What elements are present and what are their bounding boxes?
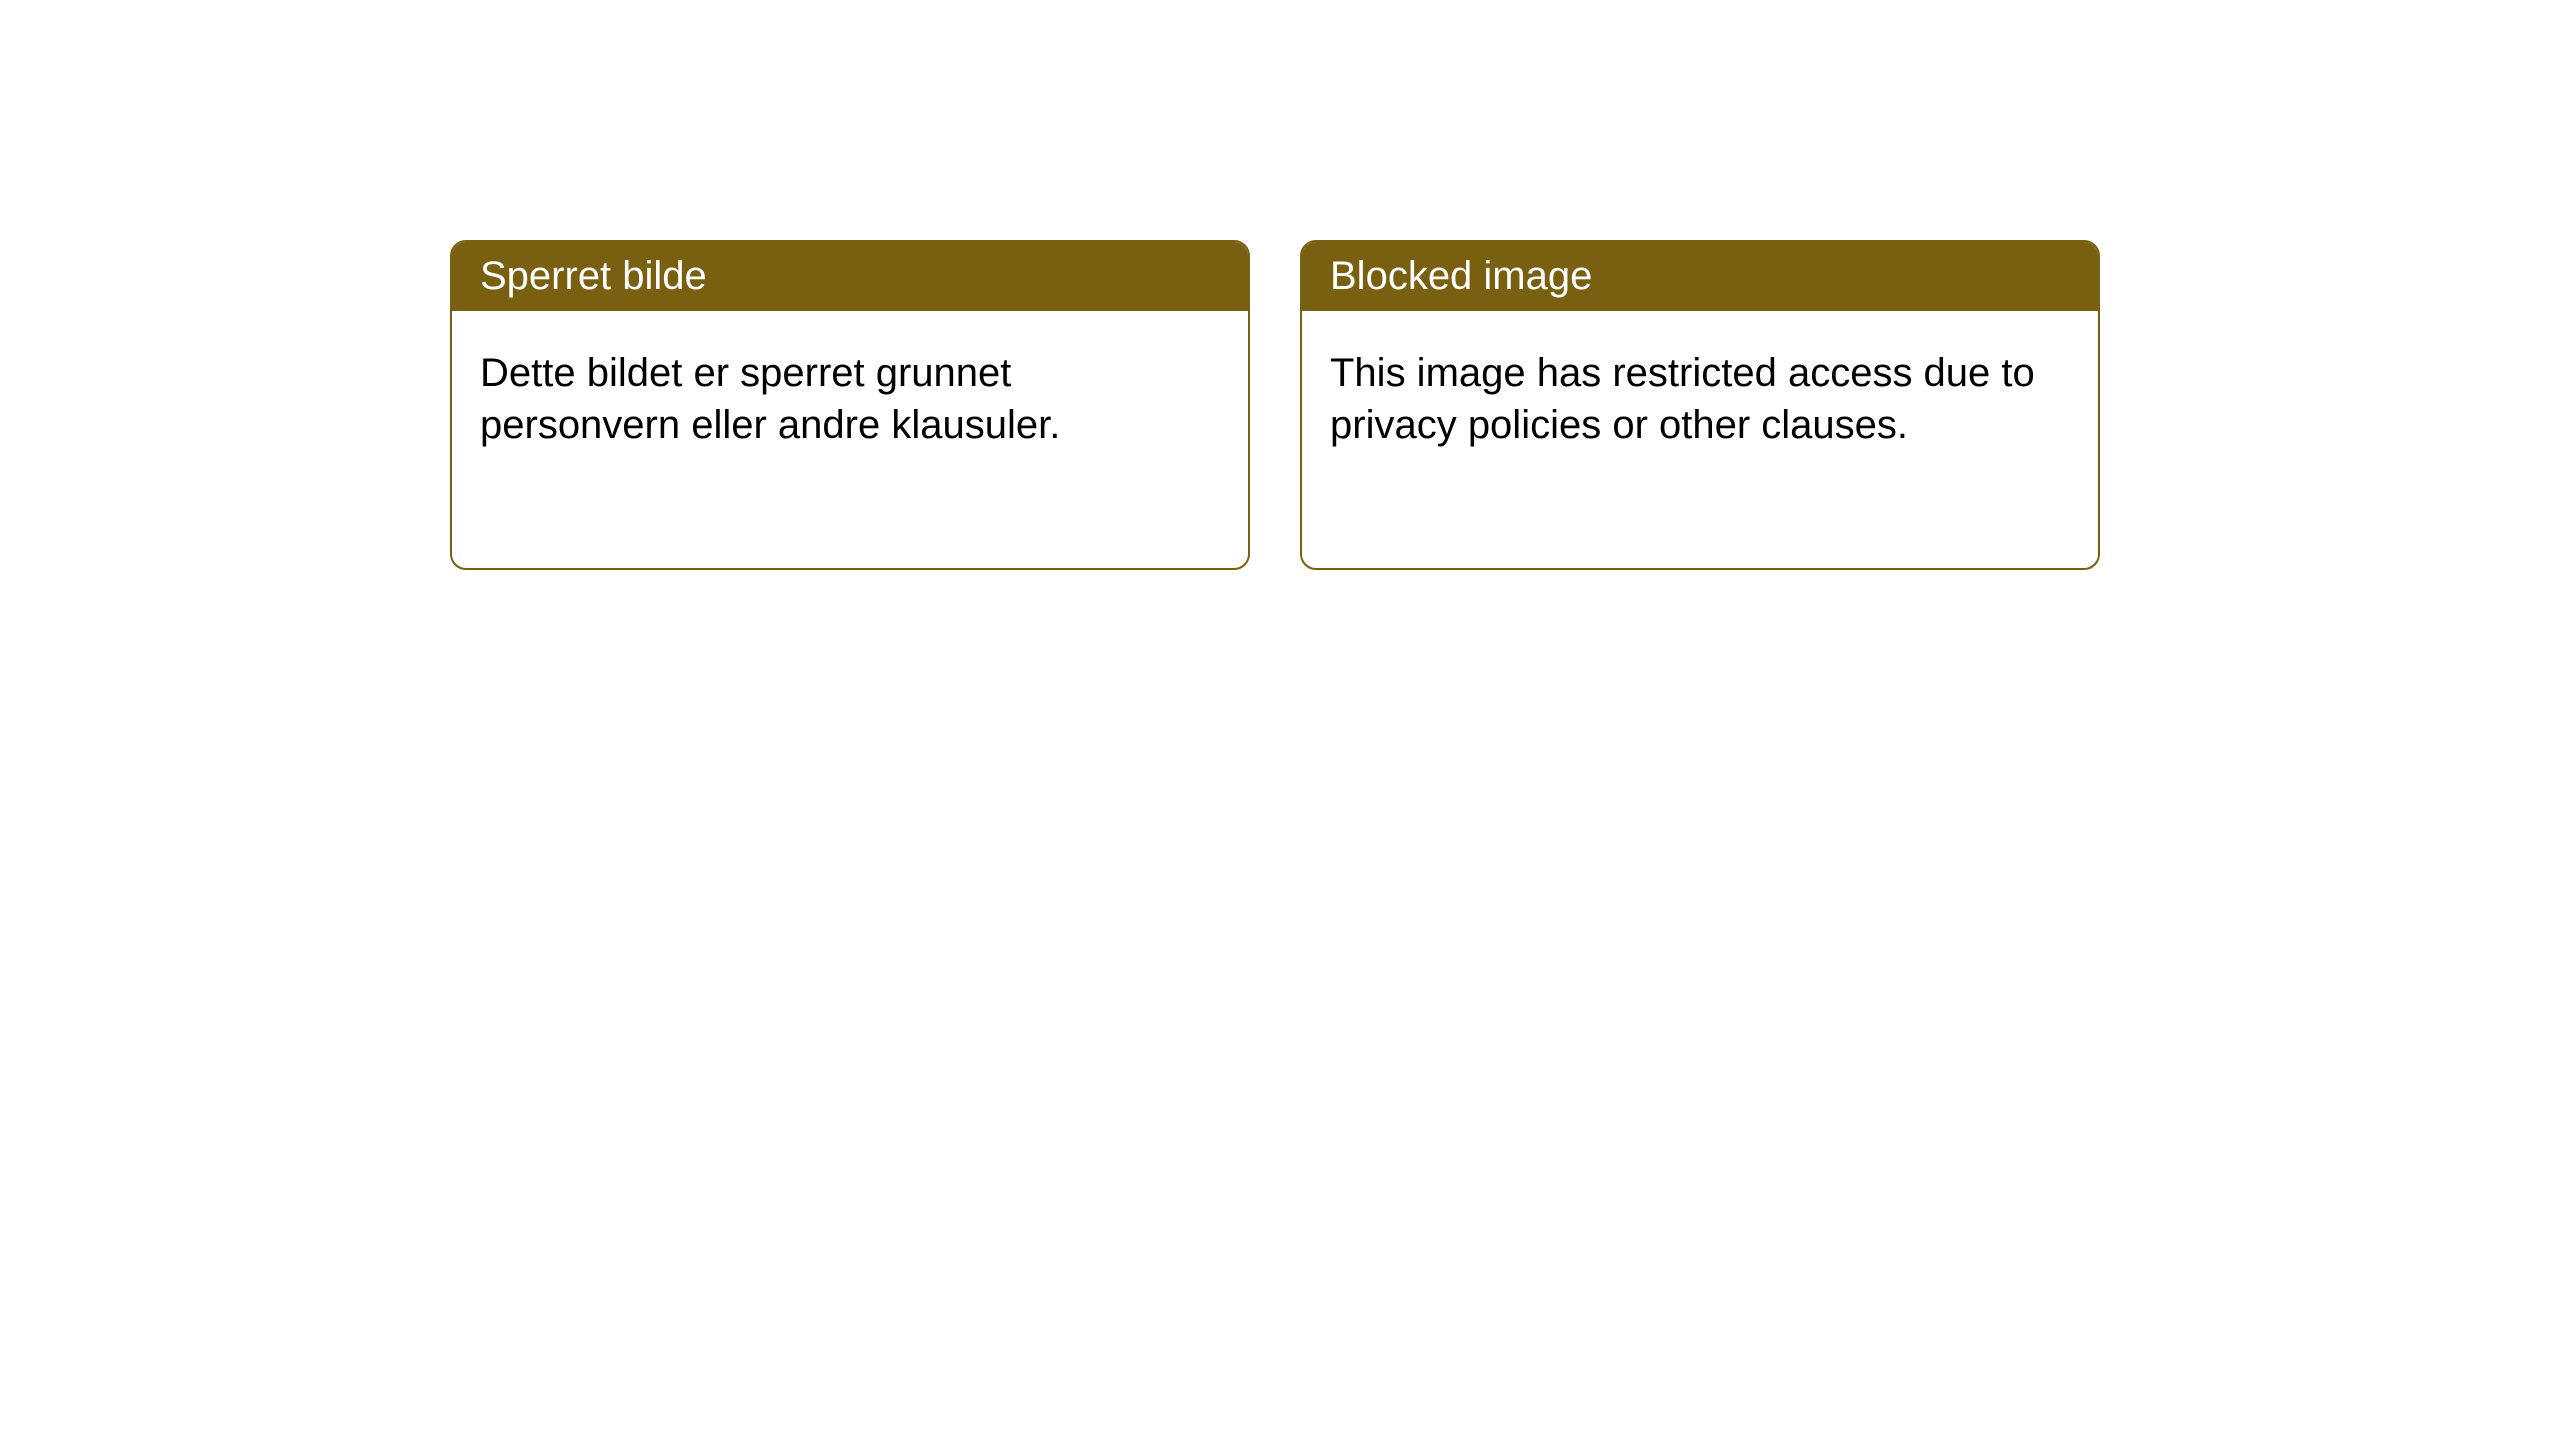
card-title-en: Blocked image [1330,254,1592,298]
blocked-image-card-no: Sperret bilde Dette bildet er sperret gr… [450,240,1250,570]
card-body-text-no: Dette bildet er sperret grunnet personve… [480,351,1060,447]
blocked-image-card-en: Blocked image This image has restricted … [1300,240,2100,570]
card-header-no: Sperret bilde [452,242,1248,311]
card-title-no: Sperret bilde [480,254,707,298]
card-body-text-en: This image has restricted access due to … [1330,351,2035,447]
cards-container: Sperret bilde Dette bildet er sperret gr… [0,0,2560,570]
card-body-en: This image has restricted access due to … [1302,311,2098,487]
card-header-en: Blocked image [1302,242,2098,311]
card-body-no: Dette bildet er sperret grunnet personve… [452,311,1248,487]
